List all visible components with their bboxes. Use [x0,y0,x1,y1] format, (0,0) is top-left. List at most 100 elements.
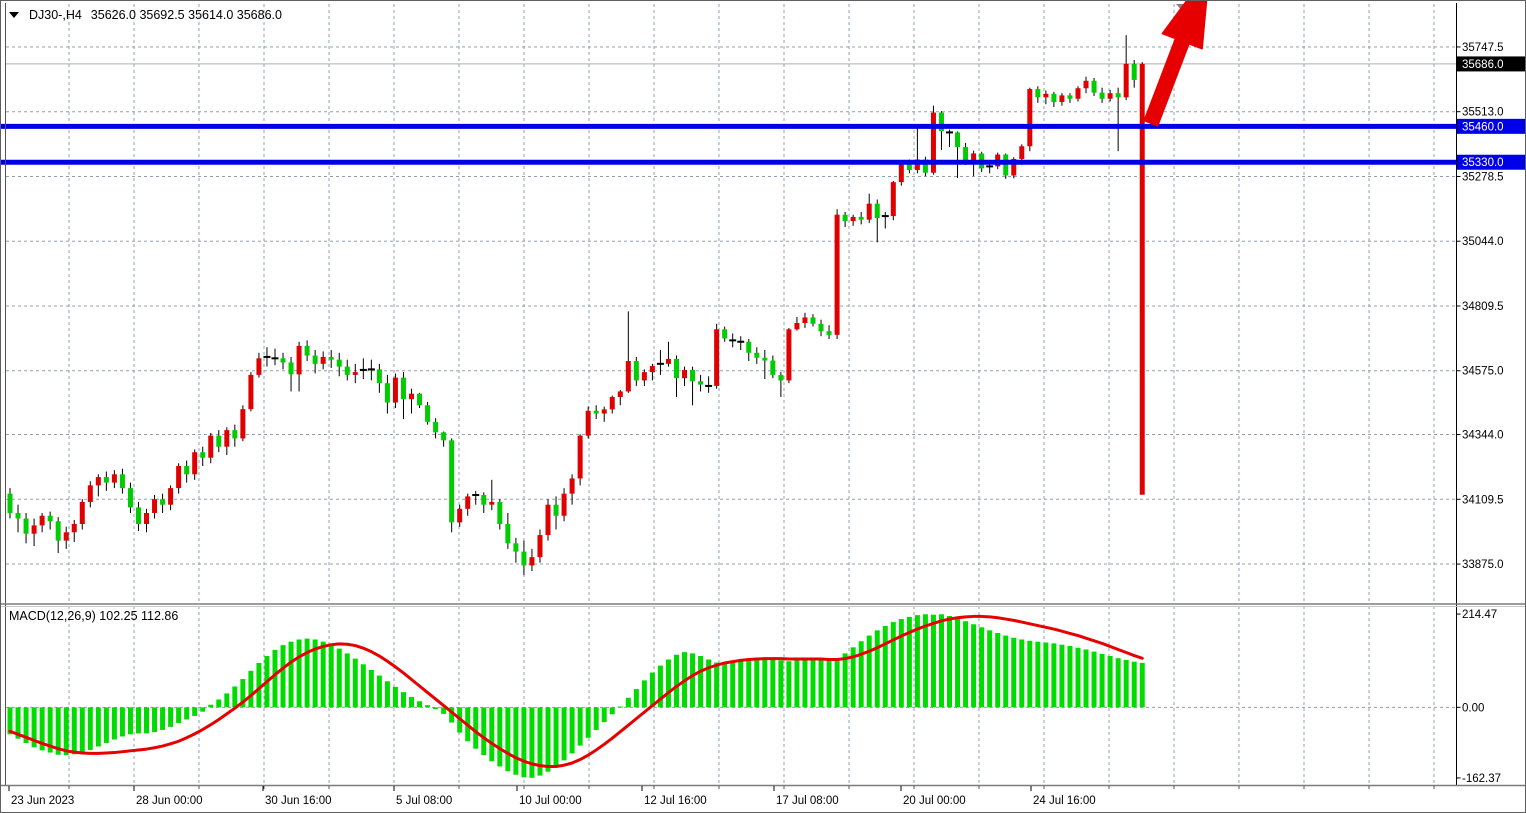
ohlc-readout: 35626.0 35692.5 35614.0 35686.0 [90,8,282,22]
macd-histogram-bar [1003,635,1009,708]
macd-histogram-bar [938,614,944,708]
bear-candle [449,440,455,523]
macd-histogram-bar [1075,647,1081,708]
macd-histogram-bar [1099,653,1105,708]
candlesticks [7,35,1145,576]
macd-histogram-bar [649,672,655,708]
bull-candle [248,374,254,410]
bull-candle [95,477,101,486]
doji-bar [271,357,279,360]
up-arrow-annotation[interactable] [1143,1,1210,127]
bull-candle [489,501,495,505]
macd-histogram-bar [1027,640,1033,708]
macd-histogram-bar [23,707,29,743]
macd-histogram-bar [690,653,696,708]
macd-histogram-bar [585,707,591,738]
bull-candle [930,112,936,173]
bear-candle [553,504,559,516]
bear-candle [135,507,141,525]
bear-candle [55,521,61,541]
bear-candle [328,356,334,360]
macd-histogram-bar [103,707,109,743]
bear-candle [762,357,768,361]
bear-candle [200,452,206,458]
time-tick-label: 23 Jun 2023 [11,795,74,807]
support-resistance-lines[interactable] [1,123,1457,165]
macd-histogram-bar [641,680,647,708]
macd-indicator [7,614,1145,778]
macd-histogram-bar [858,641,864,708]
macd-histogram-bar [473,707,479,749]
bear-candle [842,214,848,222]
bull-candle [609,396,615,410]
macd-histogram-bar [31,707,37,748]
bull-candle [898,162,904,183]
time-tick-label: 5 Jul 08:00 [396,795,452,807]
macd-histogram-bar [722,663,728,708]
macd-histogram-bar [127,707,133,735]
time-tick-label: 20 Jul 00:00 [903,795,966,807]
bull-candle [529,557,535,566]
bull-candle [144,512,150,525]
time-tick-label: 17 Jul 08:00 [776,795,839,807]
macd-histogram-bar [87,707,93,750]
time-axis[interactable]: 23 Jun 2023 28 Jun 00:00 30 Jun 16:00 5 Jul… [8,786,1435,807]
grid-lines [6,4,1457,783]
macd-histogram-bar [1083,649,1089,708]
macd-histogram-bar [160,707,166,730]
bear-candle [280,358,286,363]
bull-candle [352,372,358,375]
bear-candle [216,435,222,447]
bear-candle [754,352,760,358]
macd-histogram-bar [746,658,752,708]
macd-histogram-bar [489,707,495,762]
macd-histogram-bar [433,707,439,710]
bull-candle [168,488,174,505]
macd-histogram-bar [392,686,398,708]
macd-histogram-bar [256,662,262,708]
symbol-dropdown-icon[interactable] [9,11,20,19]
price-tick-label: 35044.0 [1462,236,1504,248]
macd-tick-label: 0.00 [1462,702,1484,714]
bull-candle [649,366,655,373]
svg-text:35330.0: 35330.0 [1462,157,1504,169]
macd-signal-line [8,614,1144,768]
doji-bar [263,355,271,358]
macd-histogram-bar [368,669,374,708]
bear-candle [770,360,776,375]
macd-histogram-bar [513,707,519,775]
macd-histogram-bar [529,707,535,778]
price-axis[interactable]: 35747.5 35513.0 35278.5 35044.0 34809.5 34575… [1456,42,1504,785]
bear-candle [23,518,29,534]
bull-candle [1083,80,1089,89]
macd-histogram-bar [778,660,784,708]
macd-histogram-bar [874,630,880,708]
bear-candle [376,369,382,384]
bear-candle [336,359,342,367]
bear-candle [441,432,447,441]
doji-bar [367,368,375,371]
macd-histogram-bar [384,681,390,708]
macd-histogram-bar [168,707,174,727]
bear-candle [497,501,503,525]
macd-histogram-bar [119,707,125,737]
macd-histogram-bar [665,659,671,708]
macd-histogram-bar [657,665,663,708]
bull-candle [802,317,808,323]
time-tick-label: 12 Jul 16:00 [644,795,707,807]
bear-candle [1099,92,1105,99]
price-tick-label: 35278.5 [1462,171,1504,183]
macd-histogram-bar [890,622,896,708]
bear-candle [778,374,784,381]
doji-bar [705,384,713,387]
macd-histogram-bar [288,641,294,708]
bear-candle [1051,93,1057,103]
price-tick-label: 34575.0 [1462,366,1504,378]
bull-candle [577,435,583,479]
macd-histogram-bar [545,707,551,772]
price-tick-label: 34109.5 [1462,494,1504,506]
bear-candle [858,216,864,220]
bull-candle [866,203,872,220]
